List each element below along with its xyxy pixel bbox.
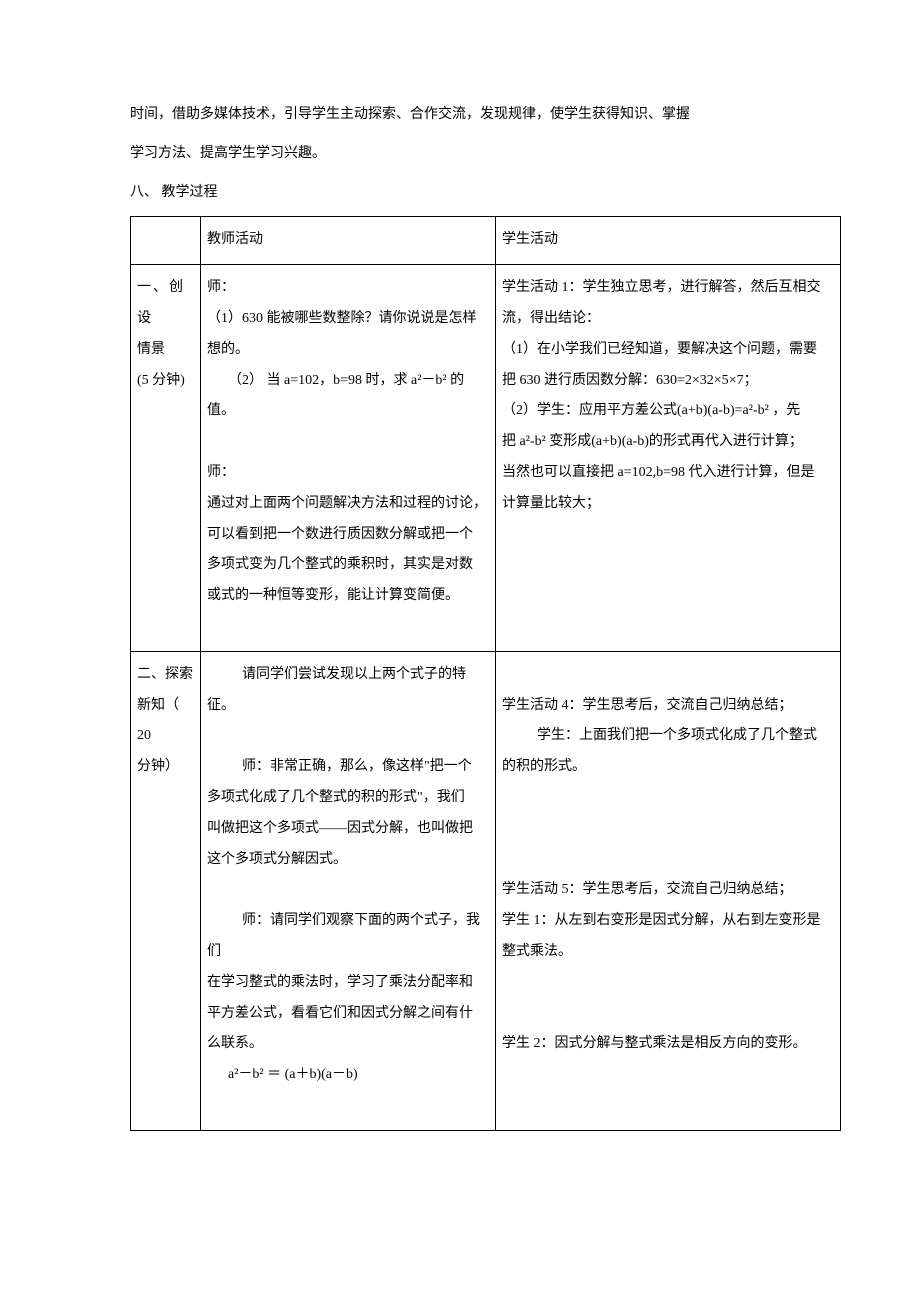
teacher-text (207, 1091, 489, 1122)
teacher-text: 征。 (207, 691, 489, 722)
stage-label: 情景 (137, 335, 194, 366)
stage-duration: 分钟） (137, 752, 194, 783)
teacher-text (207, 875, 489, 906)
student-text: 当然也可以直接把 a=102,b=98 代入进行计算，但是 (502, 458, 834, 489)
table-row: 一、创 设 情景 (5 分钟) 师： （1）630 能被哪些数整除？请你说说是怎… (131, 265, 841, 652)
student-text (502, 814, 834, 845)
teacher-text: 可以看到把一个数进行质因数分解或把一个 (207, 520, 489, 551)
teaching-process-table: 教师活动 学生活动 一、创 设 情景 (5 分钟) 师： （1）630 能被哪些… (130, 216, 841, 1130)
teacher-text: 请同学们尝试发现以上两个式子的特 (207, 660, 489, 691)
teacher-text: 师： (207, 273, 489, 304)
row1-col1: 一、创 设 情景 (5 分钟) (131, 265, 201, 652)
teacher-text: 这个多项式分解因式。 (207, 845, 489, 876)
teacher-text: 师：请同学们观察下面的两个式子，我们 (207, 906, 489, 968)
header-col2: 教师活动 (201, 217, 496, 265)
teacher-text: 叫做把这个多项式——因式分解，也叫做把 (207, 814, 489, 845)
table-header-row: 教师活动 学生活动 (131, 217, 841, 265)
student-text: 把 a²-b² 变形成(a+b)(a-b)的形式再代入进行计算； (502, 427, 834, 458)
student-text: 学生：上面我们把一个多项式化成了几个整式 (502, 721, 834, 752)
student-text: （1）在小学我们已经知道，要解决这个问题，需要 (502, 335, 834, 366)
teacher-text: 平方差公式，看看它们和因式分解之间有什 (207, 999, 489, 1030)
teacher-text (207, 427, 489, 458)
student-text: 学生 2：因式分解与整式乘法是相反方向的变形。 (502, 1029, 834, 1060)
teacher-text: 师：非常正确，那么，像这样"把一个 (207, 752, 489, 783)
teacher-text: 么联系。 (207, 1029, 489, 1060)
student-text: 的积的形式。 (502, 752, 834, 783)
student-text (502, 968, 834, 999)
row2-col1: 二、探索 新知（ 20 分钟） (131, 651, 201, 1130)
student-text (502, 999, 834, 1030)
row1-col3: 学生活动 1：学生独立思考，进行解答，然后互相交 流，得出结论： （1）在小学我… (496, 265, 841, 652)
student-text: 学生活动 1：学生独立思考，进行解答，然后互相交 (502, 273, 834, 304)
teacher-text: 师： (207, 458, 489, 489)
teacher-formula: a²－b² ＝ (a＋b)(a－b) (207, 1060, 489, 1091)
stage-duration: (5 分钟) (137, 366, 194, 397)
teacher-text: 或式的一种恒等变形，能让计算变简便。 (207, 581, 489, 612)
header-col1 (131, 217, 201, 265)
teacher-text: 通过对上面两个问题解决方法和过程的讨论， (207, 489, 489, 520)
student-text (502, 660, 834, 691)
student-text: （2）学生：应用平方差公式(a+b)(a-b)=a²-b² ，先 (502, 396, 834, 427)
student-text: 计算量比较大； (502, 489, 834, 520)
teacher-text: 想的。 (207, 335, 489, 366)
header-col3: 学生活动 (496, 217, 841, 265)
student-text (502, 845, 834, 876)
section-title: 八、 教学过程 (130, 178, 840, 209)
intro-line-2: 学习方法、提高学生学习兴趣。 (130, 139, 840, 170)
stage-label: 二、探索 (137, 660, 194, 691)
row2-col3: 学生活动 4：学生思考后，交流自己归纳总结； 学生：上面我们把一个多项式化成了几… (496, 651, 841, 1130)
teacher-text (207, 612, 489, 643)
student-text: 把 630 进行质因数分解：630=2×32×5×7； (502, 366, 834, 397)
row2-col2: 请同学们尝试发现以上两个式子的特 征。 师：非常正确，那么，像这样"把一个 多项… (201, 651, 496, 1130)
teacher-text: （2） 当 a=102，b=98 时，求 a²－b² 的值。 (207, 366, 489, 428)
student-text (502, 783, 834, 814)
teacher-text: 多项式变为几个整式的乘积时，其实是对数 (207, 550, 489, 581)
table-row: 二、探索 新知（ 20 分钟） 请同学们尝试发现以上两个式子的特 征。 师：非常… (131, 651, 841, 1130)
student-text: 流，得出结论： (502, 304, 834, 335)
teacher-text (207, 721, 489, 752)
stage-label: 新知（ 20 (137, 691, 194, 753)
stage-label: 一、创 设 (137, 273, 194, 335)
row1-col2: 师： （1）630 能被哪些数整除？请你说说是怎样 想的。 （2） 当 a=10… (201, 265, 496, 652)
student-text: 整式乘法。 (502, 937, 834, 968)
student-text: 学生活动 5：学生思考后，交流自己归纳总结； (502, 875, 834, 906)
student-text: 学生 1：从左到右变形是因式分解，从右到左变形是 (502, 906, 834, 937)
student-text: 学生活动 4：学生思考后，交流自己归纳总结； (502, 691, 834, 722)
intro-line-1: 时间，借助多媒体技术，引导学生主动探索、合作交流，发现规律，使学生获得知识、掌握 (130, 100, 840, 131)
teacher-text: 多项式化成了几个整式的积的形式"，我们 (207, 783, 489, 814)
teacher-text: （1）630 能被哪些数整除？请你说说是怎样 (207, 304, 489, 335)
teacher-text: 在学习整式的乘法时，学习了乘法分配率和 (207, 968, 489, 999)
